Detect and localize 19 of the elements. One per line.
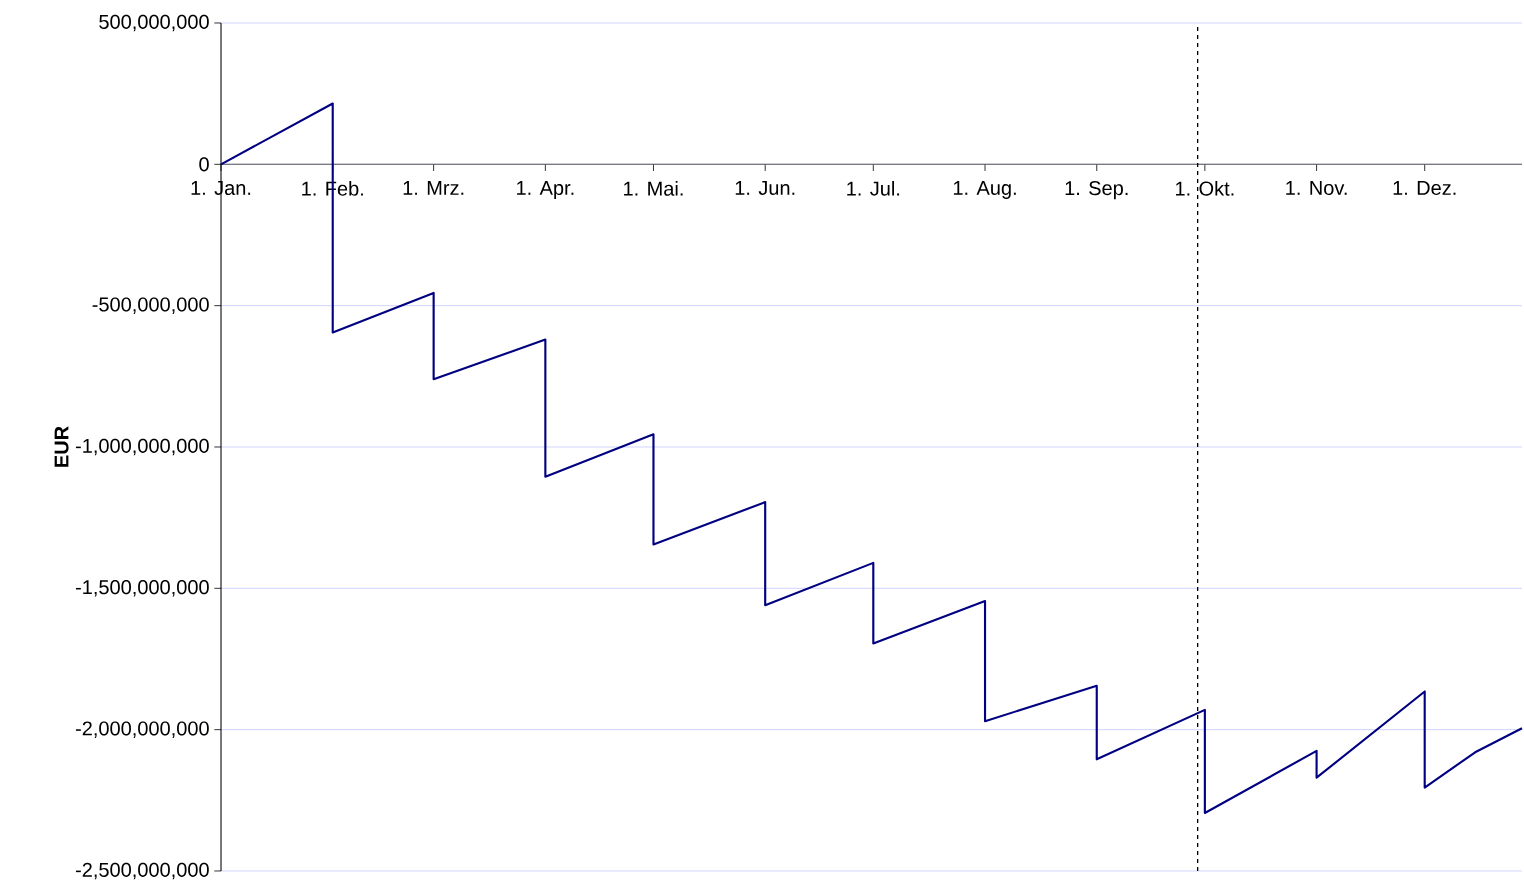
y-tick-label: -500,000,000 xyxy=(92,297,209,314)
y-tick-label: -2,500,000,000 xyxy=(75,862,209,880)
y-tick-label: 500,000,000 xyxy=(99,14,209,32)
x-tick-label: 1. Nov. xyxy=(1286,181,1347,195)
y-tick-label: 0 xyxy=(199,157,209,172)
y-axis-title: EUR xyxy=(54,426,69,467)
y-tick-label: -1,500,000,000 xyxy=(75,580,209,597)
x-tick-label: 1. Sep. xyxy=(1065,181,1128,200)
x-tick-label: 1. Jun. xyxy=(735,181,795,195)
x-tick-label: 1. Jan. xyxy=(191,181,251,195)
x-tick-label: 1. Aug. xyxy=(953,181,1016,199)
x-tick-label: 1. Mai. xyxy=(624,181,683,196)
x-tick-label: 1. Mrz. xyxy=(403,181,464,195)
x-tick-label: 1. Jul. xyxy=(847,181,900,196)
x-tick-label: 1. Okt. xyxy=(1176,181,1234,196)
x-tick-label: 1. Dez. xyxy=(1393,181,1456,195)
y-tick-label: -1,000,000,000 xyxy=(75,438,209,456)
x-tick-label: 1. Apr. xyxy=(517,181,574,199)
y-tick-label: -2,000,000,000 xyxy=(75,721,209,738)
